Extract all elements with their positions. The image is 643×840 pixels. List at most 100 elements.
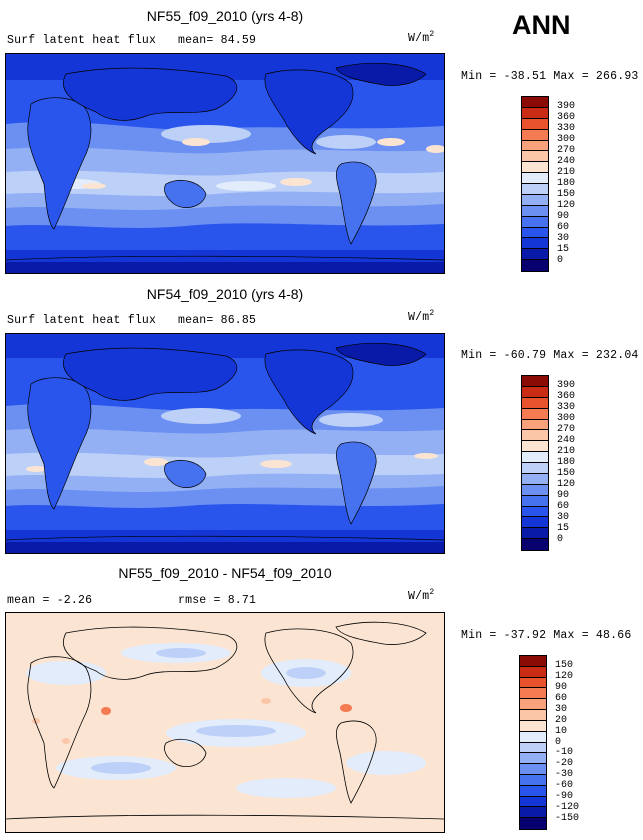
colorbar-segment [522, 162, 548, 174]
colorbar-tick-label: -60 [555, 780, 574, 792]
panel1-title: NF55_f09_2010 (yrs 4-8) [146, 8, 304, 24]
panel3-units: W/m2 [408, 588, 435, 603]
colorbar-segment [520, 774, 546, 786]
colorbar-segment [522, 452, 548, 463]
colorbar-segment [522, 408, 548, 420]
colorbar-tick-label: 210 [557, 167, 576, 178]
colorbar-segment [522, 484, 548, 496]
colorbar-segment [520, 731, 546, 743]
colorbar-tick-label: 30 [557, 233, 570, 244]
colorbar-segment [522, 249, 548, 261]
season-label: ANN [512, 10, 571, 40]
colorbar-segment [520, 677, 546, 689]
colorbar-tick-label: 10 [555, 725, 568, 737]
colorbar-tick-label: 180 [557, 457, 576, 468]
colorbar-tick-label: 15 [557, 244, 570, 255]
panel1-units: W/m2 [408, 30, 435, 45]
colorbar-tick-label: 15 [557, 523, 570, 534]
colorbar-segment [522, 227, 548, 239]
colorbar-tick-label: 210 [557, 446, 576, 457]
panel3-minmax: Min = -37.92 Max = 48.66 [461, 629, 632, 642]
colorbar-segment [522, 528, 548, 540]
colorbar-segment [522, 140, 548, 152]
colorbar-segment [520, 796, 546, 808]
colorbar-segment [520, 720, 546, 732]
colorbar-segment [520, 753, 546, 765]
colorbar-tick-label: 120 [557, 479, 576, 490]
colorbar-segment [522, 151, 548, 163]
colorbar-tick-label: 240 [557, 156, 576, 167]
colorbar-segment [522, 495, 548, 507]
colorbar-tick-label: 300 [557, 134, 576, 145]
panel2-map [5, 333, 445, 554]
panel1-mean-label: mean= 84.59 [178, 34, 257, 47]
panel1-map [5, 53, 445, 274]
colorbar-segment [522, 107, 548, 119]
colorbar-segment [522, 205, 548, 217]
colorbar-segment [522, 539, 548, 550]
panel2-variable-label: Surf latent heat flux [7, 314, 157, 327]
colorbar-segment [522, 506, 548, 518]
colorbar-tick-label: 60 [555, 692, 568, 704]
colorbar-segment [522, 97, 548, 108]
colorbar-tick-label: -30 [555, 769, 574, 781]
colorbar-segment [522, 216, 548, 228]
colorbar-tick-label: 330 [557, 123, 576, 134]
colorbar-tick-label: -10 [555, 747, 574, 759]
colorbar-tick-label: 0 [555, 736, 562, 748]
colorbar-segment [520, 666, 546, 678]
colorbar-segment [520, 710, 546, 721]
colorbar-segment [522, 184, 548, 195]
panel3-rmse-label: rmse = 8.71 [178, 594, 257, 607]
colorbar-tick-label: 60 [557, 501, 570, 512]
colorbar-tick-label: 150 [557, 468, 576, 479]
colorbar-segment [522, 386, 548, 398]
colorbar-segment [522, 463, 548, 474]
colorbar-segment [522, 441, 548, 453]
colorbar-segment [520, 656, 546, 667]
colorbar-tick-label: 360 [557, 391, 576, 402]
colorbar-segment [522, 517, 548, 529]
panel2-mean-label: mean= 86.85 [178, 314, 257, 327]
colorbar-tick-label: 30 [555, 703, 568, 715]
colorbar-tick-label: 90 [555, 681, 568, 693]
colorbar-tick-label: -150 [555, 813, 580, 825]
colorbar-segment [522, 260, 548, 271]
panel2-units: W/m2 [408, 309, 435, 324]
colorbar-tick-label: 90 [557, 211, 570, 222]
colorbar-tick-label: 270 [557, 145, 576, 156]
colorbar-tick-label: -20 [555, 758, 574, 770]
panel3-colorbar [519, 655, 547, 830]
colorbar-tick-label: 150 [555, 659, 574, 671]
colorbar-segment [520, 688, 546, 700]
colorbar-tick-label: 270 [557, 424, 576, 435]
colorbar-tick-label: -120 [555, 802, 580, 814]
colorbar-tick-label: 30 [557, 512, 570, 523]
colorbar-tick-label: 180 [557, 178, 576, 189]
colorbar-tick-label: 360 [557, 112, 576, 123]
colorbar-segment [522, 430, 548, 442]
colorbar-segment [522, 118, 548, 130]
colorbar-tick-label: -90 [555, 791, 574, 803]
colorbar-segment [520, 742, 546, 754]
colorbar-tick-label: 0 [557, 534, 564, 545]
colorbar-tick-label: 240 [557, 435, 576, 446]
colorbar-segment [522, 473, 548, 485]
colorbar-tick-label: 390 [557, 101, 576, 112]
panel1-minmax: Min = -38.51 Max = 266.93 [461, 70, 639, 83]
colorbar-segment [520, 785, 546, 797]
panel3-map [5, 612, 445, 833]
colorbar-segment [522, 419, 548, 431]
colorbar-tick-label: 390 [557, 380, 576, 391]
colorbar-tick-label: 20 [555, 714, 568, 726]
colorbar-tick-label: 120 [557, 200, 576, 211]
colorbar-tick-label: 330 [557, 402, 576, 413]
colorbar-segment [522, 194, 548, 206]
panel3-title: NF55_f09_2010 - NF54_f09_2010 [118, 565, 332, 581]
colorbar-tick-label: 60 [557, 222, 570, 233]
colorbar-tick-label: 300 [557, 413, 576, 424]
colorbar-segment [520, 699, 546, 711]
colorbar-segment [522, 129, 548, 141]
colorbar-tick-label: 150 [557, 189, 576, 200]
colorbar-segment [522, 376, 548, 387]
